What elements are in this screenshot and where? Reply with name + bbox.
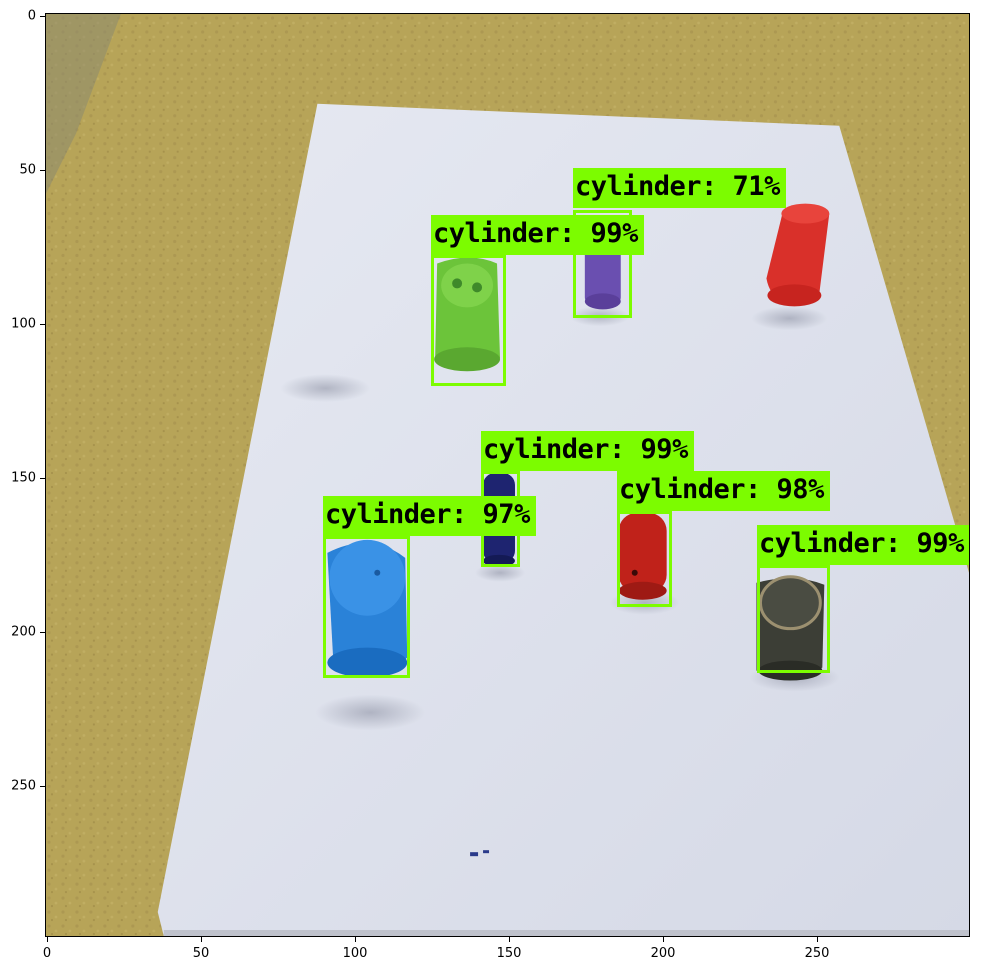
x-tick-label: 100 bbox=[342, 946, 368, 961]
detection-box bbox=[757, 565, 830, 673]
detection-label: cylinder: 97% bbox=[323, 496, 536, 536]
detection-label: cylinder: 99% bbox=[481, 431, 694, 471]
board-edge-shadow bbox=[163, 930, 969, 936]
x-tick-label: 0 bbox=[42, 946, 52, 961]
pen-mark bbox=[483, 850, 490, 854]
black-cup-object bbox=[756, 575, 825, 681]
x-tick-label: 150 bbox=[496, 946, 522, 961]
detection-label: cylinder: 98% bbox=[617, 471, 830, 511]
green-cup-object bbox=[434, 257, 501, 372]
y-tick-label: 150 bbox=[11, 470, 36, 486]
detection-box bbox=[573, 210, 632, 318]
y-tick-mark bbox=[40, 632, 45, 633]
y-tick-label: 100 bbox=[11, 316, 36, 332]
blue-cup-object bbox=[327, 539, 408, 678]
shadow bbox=[475, 563, 525, 582]
detection-label: cylinder: 71% bbox=[573, 168, 786, 208]
y-tick-mark bbox=[40, 786, 45, 787]
detection-box bbox=[431, 255, 506, 386]
x-tick-mark bbox=[47, 937, 48, 942]
y-tick-label: 200 bbox=[11, 624, 36, 640]
y-tick-label: 250 bbox=[11, 778, 36, 794]
y-tick-label: 0 bbox=[27, 8, 36, 24]
y-tick-mark bbox=[40, 170, 45, 171]
y-tick-mark bbox=[40, 324, 45, 325]
x-tick-mark bbox=[509, 937, 510, 942]
detection-label: cylinder: 99% bbox=[757, 525, 969, 565]
detection-label: cylinder: 99% bbox=[431, 215, 644, 255]
y-tick-mark bbox=[40, 16, 45, 17]
x-tick-label: 250 bbox=[804, 946, 830, 961]
x-tick-label: 200 bbox=[650, 946, 676, 961]
shadow bbox=[315, 694, 426, 731]
x-tick-mark bbox=[663, 937, 664, 942]
pen-mark bbox=[470, 852, 479, 857]
y-tick-label: 50 bbox=[19, 162, 36, 178]
x-tick-label: 50 bbox=[192, 946, 210, 961]
x-tick-mark bbox=[817, 937, 818, 942]
detection-box bbox=[323, 536, 410, 678]
y-tick-mark bbox=[40, 478, 45, 479]
shadow bbox=[751, 306, 828, 331]
darkred-cup-object bbox=[618, 512, 667, 600]
image-plot-area: cylinder: 71% cylinder: 99% cylinder: 99… bbox=[45, 13, 970, 937]
detection-box bbox=[617, 511, 672, 607]
wall-strip bbox=[46, 14, 121, 194]
x-tick-mark bbox=[201, 937, 202, 942]
red-cup-object bbox=[766, 203, 830, 307]
x-tick-mark bbox=[355, 937, 356, 942]
shadow bbox=[280, 374, 371, 403]
